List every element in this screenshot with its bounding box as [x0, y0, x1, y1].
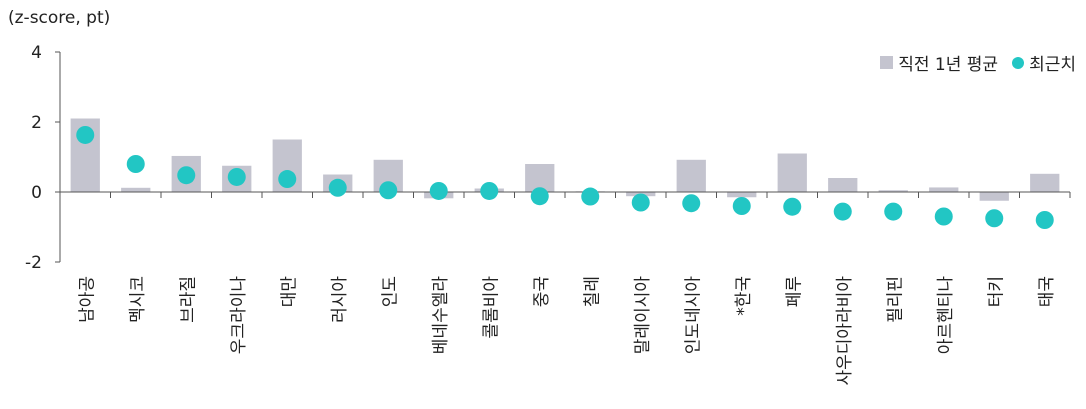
- dot: [177, 166, 196, 185]
- category-label: 아르헨티나: [936, 276, 956, 355]
- dot: [227, 167, 246, 186]
- dot: [480, 181, 499, 200]
- bar: [676, 159, 706, 192]
- dot: [429, 181, 448, 200]
- dot: [530, 187, 549, 206]
- y-tick-label: 2: [31, 113, 42, 133]
- dot: [328, 178, 347, 197]
- category-label: 중국: [532, 276, 552, 307]
- category-label: 말레이시아: [633, 276, 653, 355]
- category-label: 남아공: [77, 276, 97, 323]
- chart-legend: 직전 1년 평균 최근치: [880, 50, 1076, 75]
- dot: [884, 202, 903, 221]
- bar: [777, 153, 807, 192]
- y-axis-unit-label: (z-score, pt): [8, 8, 111, 28]
- category-label: 멕시코: [128, 276, 148, 323]
- category-label: 러시아: [330, 276, 350, 323]
- category-label: 콜롬비아: [481, 276, 501, 339]
- dot: [278, 170, 297, 189]
- dot: [581, 187, 600, 206]
- bar: [727, 192, 757, 198]
- dot: [783, 197, 802, 216]
- category-label: 터키: [986, 276, 1006, 307]
- bar: [121, 187, 151, 192]
- dot: [1035, 211, 1054, 229]
- category-label: 태국: [1037, 276, 1057, 307]
- category-label: 필리핀: [885, 276, 905, 323]
- bar: [828, 178, 858, 192]
- y-tick-label: 4: [31, 43, 42, 63]
- legend-bar-swatch: [880, 56, 894, 69]
- bar: [929, 187, 959, 192]
- category-label: 페루: [784, 276, 804, 307]
- y-tick-label: 0: [31, 183, 42, 203]
- dot: [631, 193, 650, 212]
- category-label: 인도: [380, 276, 400, 307]
- y-tick-label: -2: [25, 253, 42, 273]
- bar: [878, 190, 908, 192]
- dot: [379, 181, 398, 200]
- dot: [76, 125, 95, 144]
- dot: [934, 207, 953, 226]
- category-label: 사우디아라비아: [835, 276, 855, 386]
- dot: [126, 155, 145, 173]
- category-label: *한국: [734, 276, 754, 316]
- legend-dot-label: 최근치: [1029, 55, 1076, 75]
- category-label: 인도네시아: [683, 276, 703, 355]
- legend-bar-label: 직전 1년 평균: [898, 55, 999, 75]
- category-label: 칠레: [582, 276, 602, 307]
- dot: [833, 202, 852, 221]
- category-label: 베네수엘라: [431, 276, 451, 355]
- category-label: 브라질: [178, 276, 198, 323]
- dot: [985, 209, 1004, 228]
- bar: [1030, 173, 1060, 192]
- dot: [682, 194, 701, 213]
- category-label: 우크라이나: [229, 276, 249, 355]
- category-label: 대만: [279, 276, 299, 308]
- dot: [732, 197, 751, 215]
- legend-dot-swatch: [1012, 56, 1025, 69]
- bar: [979, 192, 1009, 201]
